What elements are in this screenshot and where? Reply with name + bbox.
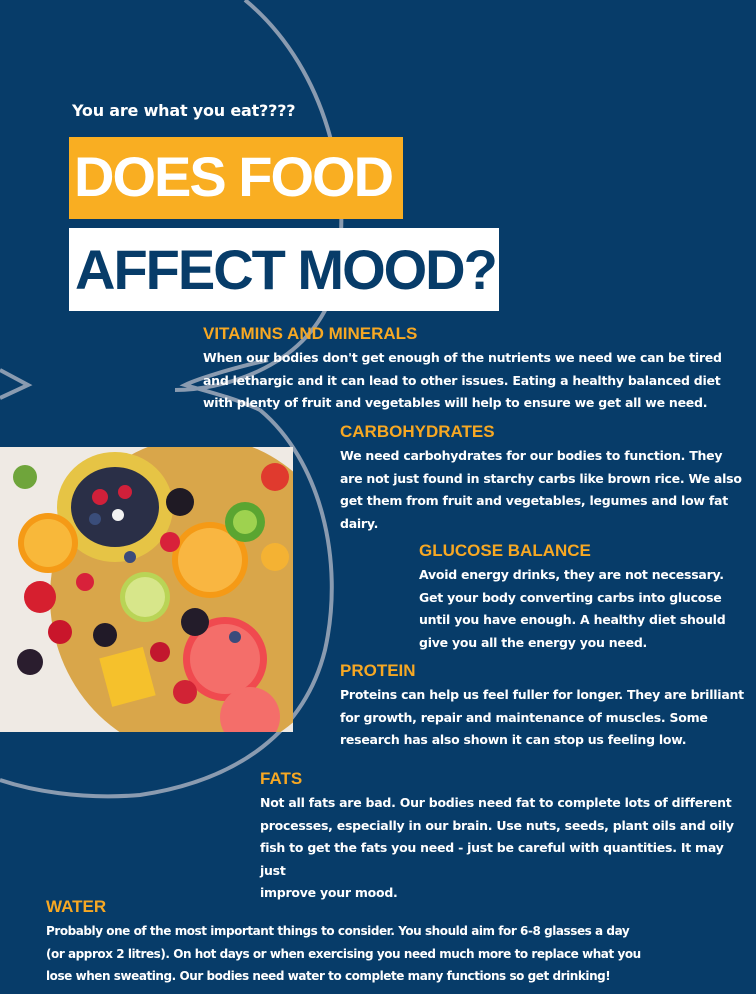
section-heading: PROTEIN — [340, 661, 416, 680]
tagline: You are what you eat???? — [72, 101, 296, 120]
title-line-2: AFFECT MOOD? — [75, 238, 498, 301]
section-heading: VITAMINS AND MINERALS — [203, 324, 418, 343]
section-heading: CARBOHYDRATES — [340, 422, 495, 441]
section-heading: WATER — [46, 897, 107, 916]
section-glucose-balance: GLUCOSE BALANCE Avoid energy drinks, the… — [419, 540, 749, 654]
fruit-platter-image — [0, 447, 293, 732]
section-carbohydrates: CARBOHYDRATES We need carbohydrates for … — [340, 421, 750, 535]
section-body: Probably one of the most important thing… — [46, 924, 641, 983]
section-body: We need carbohydrates for our bodies to … — [340, 448, 742, 531]
section-heading: FATS — [260, 769, 303, 788]
section-fats: FATS Not all fats are bad. Our bodies ne… — [260, 768, 750, 905]
section-body: When our bodies don't get enough of the … — [203, 350, 722, 410]
title-banner-white: AFFECT MOOD? — [69, 228, 499, 311]
title-line-1: DOES FOOD — [74, 145, 394, 208]
section-body: Proteins can help us feel fuller for lon… — [340, 687, 744, 747]
section-vitamins: VITAMINS AND MINERALS When our bodies do… — [203, 323, 743, 415]
section-heading: GLUCOSE BALANCE — [419, 541, 591, 560]
section-water: WATER Probably one of the most important… — [46, 896, 746, 988]
title-banner-orange: DOES FOOD — [69, 137, 403, 219]
section-body: Not all fats are bad. Our bodies need fa… — [260, 795, 734, 900]
section-protein: PROTEIN Proteins can help us feel fuller… — [340, 660, 750, 752]
section-body: Avoid energy drinks, they are not necess… — [419, 567, 726, 650]
